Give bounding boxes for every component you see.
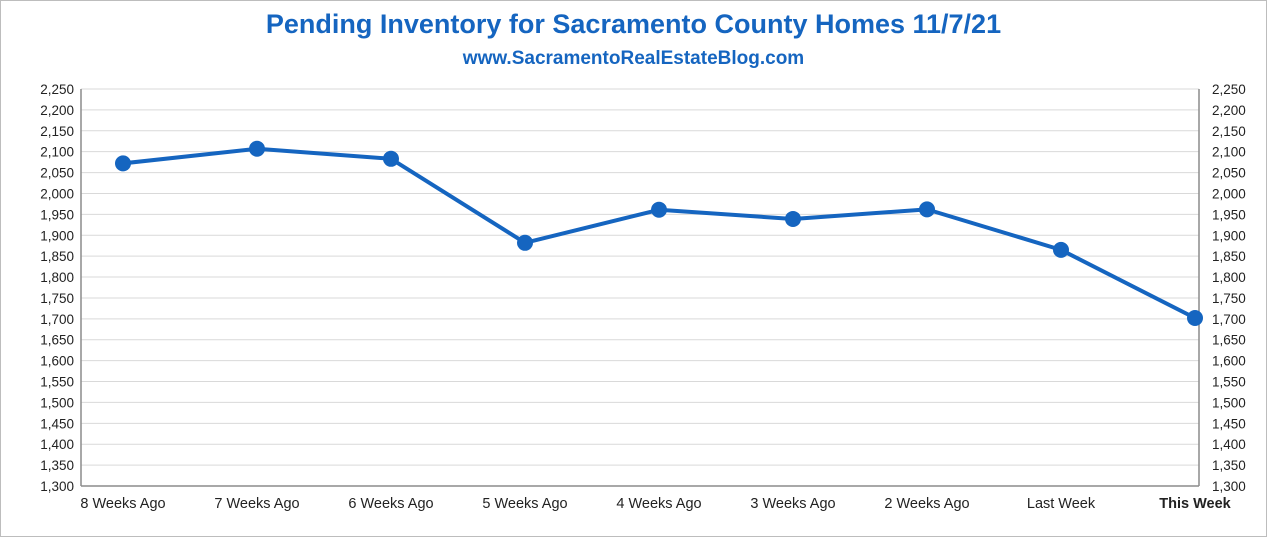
- data-point: [1187, 310, 1203, 327]
- y-tick-label-right: 1,750: [1212, 291, 1246, 306]
- y-tick-label-left: 1,900: [40, 228, 74, 243]
- y-tick-label-left: 2,250: [40, 82, 74, 97]
- y-tick-label-right: 1,300: [1212, 479, 1246, 494]
- data-point: [651, 201, 667, 218]
- x-tick-label: This Week: [1159, 496, 1231, 512]
- x-tick-label: 3 Weeks Ago: [750, 496, 835, 512]
- x-tick-label: 6 Weeks Ago: [348, 496, 433, 512]
- x-tick-label: 5 Weeks Ago: [482, 496, 567, 512]
- data-point: [115, 155, 131, 172]
- y-tick-label-left: 1,950: [40, 207, 74, 222]
- chart-subtitle: www.SacramentoRealEstateBlog.com: [462, 48, 805, 69]
- y-tick-label-left: 1,850: [40, 249, 74, 264]
- y-tick-label-left: 1,600: [40, 354, 74, 369]
- y-tick-label-right: 2,100: [1212, 145, 1246, 160]
- y-tick-label-left: 2,150: [40, 124, 74, 139]
- x-tick-label: 2 Weeks Ago: [884, 496, 969, 512]
- y-tick-label-right: 1,650: [1212, 333, 1246, 348]
- x-tick-label: Last Week: [1027, 496, 1096, 512]
- y-tick-label-left: 2,000: [40, 186, 74, 201]
- y-tick-label-right: 2,000: [1212, 186, 1246, 201]
- y-tick-label-right: 2,200: [1212, 103, 1246, 118]
- y-tick-label-right: 1,550: [1212, 375, 1246, 390]
- y-tick-label-left: 1,400: [40, 437, 74, 452]
- y-tick-label-right: 1,600: [1212, 354, 1246, 369]
- data-point: [383, 150, 399, 167]
- y-tick-label-right: 1,950: [1212, 207, 1246, 222]
- data-point: [517, 234, 533, 251]
- y-tick-label-left: 1,350: [40, 458, 74, 473]
- y-tick-label-left: 1,750: [40, 291, 74, 306]
- y-tick-label-left: 2,050: [40, 166, 74, 181]
- y-tick-label-right: 2,050: [1212, 166, 1246, 181]
- y-tick-label-right: 1,900: [1212, 228, 1246, 243]
- y-tick-label-left: 1,500: [40, 395, 74, 410]
- y-tick-label-right: 2,150: [1212, 124, 1246, 139]
- data-point: [919, 201, 935, 218]
- y-tick-label-right: 1,800: [1212, 270, 1246, 285]
- y-tick-label-right: 1,500: [1212, 395, 1246, 410]
- y-tick-label-right: 1,450: [1212, 416, 1246, 431]
- data-point: [785, 210, 801, 227]
- y-tick-label-left: 1,650: [40, 333, 74, 348]
- y-tick-label-right: 1,350: [1212, 458, 1246, 473]
- y-tick-label-left: 2,200: [40, 103, 74, 118]
- y-tick-label-right: 1,700: [1212, 312, 1246, 327]
- y-tick-label-right: 1,850: [1212, 249, 1246, 264]
- data-point: [1053, 241, 1069, 258]
- y-tick-label-right: 2,250: [1212, 82, 1246, 97]
- x-tick-label: 8 Weeks Ago: [80, 496, 165, 512]
- x-tick-label: 7 Weeks Ago: [214, 496, 299, 512]
- y-tick-label-left: 1,800: [40, 270, 74, 285]
- y-tick-label-left: 1,450: [40, 416, 74, 431]
- y-tick-label-left: 1,550: [40, 375, 74, 390]
- y-tick-label-left: 1,700: [40, 312, 74, 327]
- chart-title: Pending Inventory for Sacramento County …: [265, 9, 1002, 39]
- y-tick-label-right: 1,400: [1212, 437, 1246, 452]
- x-tick-label: 4 Weeks Ago: [616, 496, 701, 512]
- y-tick-label-left: 2,100: [40, 145, 74, 160]
- y-tick-label-left: 1,300: [40, 479, 74, 494]
- data-point: [249, 140, 265, 157]
- series-line: [121, 146, 1197, 321]
